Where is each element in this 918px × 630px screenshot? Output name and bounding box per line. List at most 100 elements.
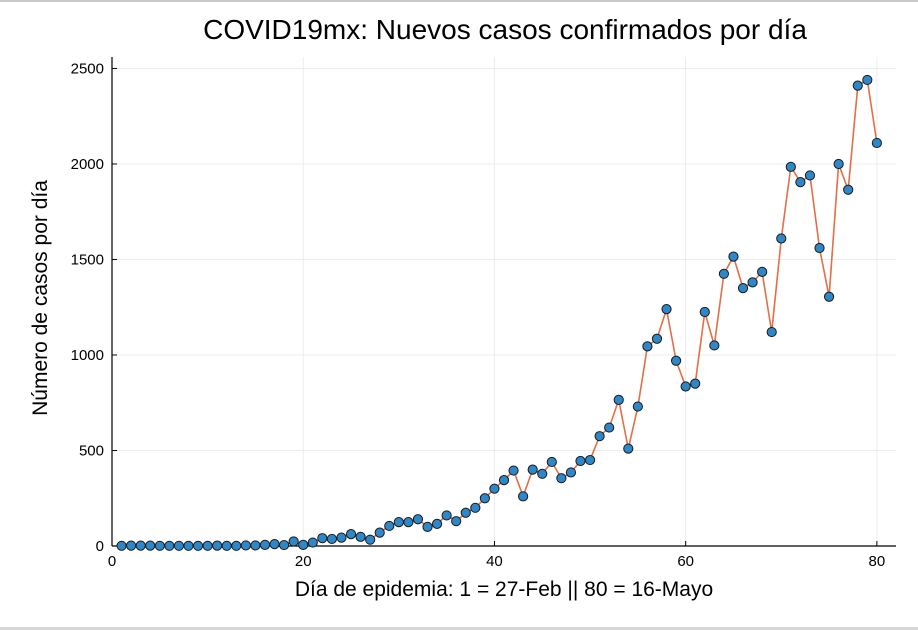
data-point: [250, 540, 261, 551]
data-point: [221, 540, 232, 551]
x-tick-label: 60: [677, 553, 694, 570]
data-point: [613, 394, 624, 405]
data-point: [202, 540, 213, 551]
data-point: [766, 326, 777, 338]
y-tick-label: 2000: [71, 156, 104, 173]
data-point: [154, 540, 165, 551]
y-tick-label: 1000: [71, 347, 104, 364]
y-ticks: 0 500 1000 1500 2000 2500: [71, 60, 117, 555]
x-axis-label: Día de epidemia: 1 = 27-Feb || 80 = 16-M…: [295, 578, 713, 601]
data-point: [470, 502, 481, 513]
data-point: [355, 531, 366, 542]
data-point: [680, 381, 691, 392]
data-point: [804, 170, 816, 181]
data-point: [623, 443, 634, 454]
y-tick-label: 1500: [71, 251, 104, 268]
data-point: [269, 538, 280, 550]
data-point: [518, 491, 529, 502]
data-point: [489, 483, 500, 494]
data-point: [231, 540, 242, 551]
data-point: [173, 540, 185, 551]
data-point: [737, 283, 749, 294]
data-point: [594, 431, 605, 442]
data-point: [441, 510, 452, 521]
data-point: [795, 177, 806, 188]
data-point: [212, 540, 223, 551]
data-point: [259, 539, 271, 550]
data-point: [747, 277, 758, 288]
data-point: [365, 534, 376, 545]
data-point: [757, 266, 768, 277]
data-point: [288, 536, 299, 547]
data-point: [670, 355, 682, 366]
x-tick-label: 80: [869, 553, 886, 570]
data-point: [690, 378, 701, 389]
data-point: [135, 540, 146, 551]
data-point: [126, 540, 137, 551]
y-tick-label: 500: [79, 442, 104, 459]
window-top-border: [0, 0, 918, 2]
data-point: [317, 533, 328, 544]
data-point: [699, 306, 710, 318]
data-point: [823, 291, 835, 302]
data-point: [814, 242, 825, 254]
data-point: [604, 422, 615, 433]
data-point: [632, 401, 643, 412]
data-point: [384, 520, 395, 532]
data-point: [785, 161, 796, 172]
data-point: [852, 80, 863, 91]
chart-title: COVID19mx: Nuevos casos confirmados por …: [203, 14, 807, 45]
data-point: [843, 184, 854, 195]
data-point: [537, 468, 548, 479]
data-point: [728, 251, 739, 262]
x-ticks: 0 20 40 60 80: [108, 541, 885, 570]
data-point: [556, 473, 567, 484]
y-tick-label: 0: [96, 538, 104, 555]
x-tick-label: 20: [295, 553, 312, 570]
data-point: [527, 464, 538, 475]
data-point: [278, 539, 290, 551]
y-tick-label: 2500: [71, 60, 104, 77]
data-point: [164, 540, 175, 551]
data-point: [546, 456, 557, 468]
data-point: [776, 233, 787, 244]
data-point: [460, 507, 471, 518]
series-markers: [116, 74, 882, 551]
y-axis-label: Número de casos por día: [29, 180, 52, 416]
data-point: [871, 137, 882, 149]
data-point: [422, 521, 433, 532]
data-point: [575, 455, 586, 467]
data-point: [479, 493, 490, 504]
data-point: [642, 341, 653, 352]
x-tick-label: 0: [108, 553, 116, 570]
grid: [111, 57, 896, 547]
data-point: [412, 514, 424, 525]
data-point: [326, 533, 338, 545]
data-point: [183, 540, 194, 551]
data-point: [651, 333, 663, 344]
data-point: [451, 516, 462, 527]
data-point: [498, 474, 510, 486]
data-point: [307, 537, 318, 548]
data-point: [431, 518, 443, 529]
axes: [111, 57, 896, 547]
data-point: [718, 268, 730, 279]
data-point: [240, 540, 251, 551]
data-point: [374, 527, 385, 538]
data-point: [345, 529, 357, 540]
data-point: [584, 454, 596, 466]
data-point: [298, 539, 309, 550]
data-point: [116, 540, 127, 551]
data-point: [661, 304, 672, 315]
x-tick-label: 40: [486, 553, 503, 570]
data-point: [192, 540, 204, 551]
data-point: [709, 340, 720, 351]
data-point: [145, 540, 156, 551]
window-bottom-border: [0, 627, 918, 630]
data-point: [508, 465, 519, 476]
data-point: [336, 532, 347, 543]
series-line: [121, 78, 878, 547]
data-point: [393, 517, 404, 528]
data-point: [862, 74, 873, 86]
